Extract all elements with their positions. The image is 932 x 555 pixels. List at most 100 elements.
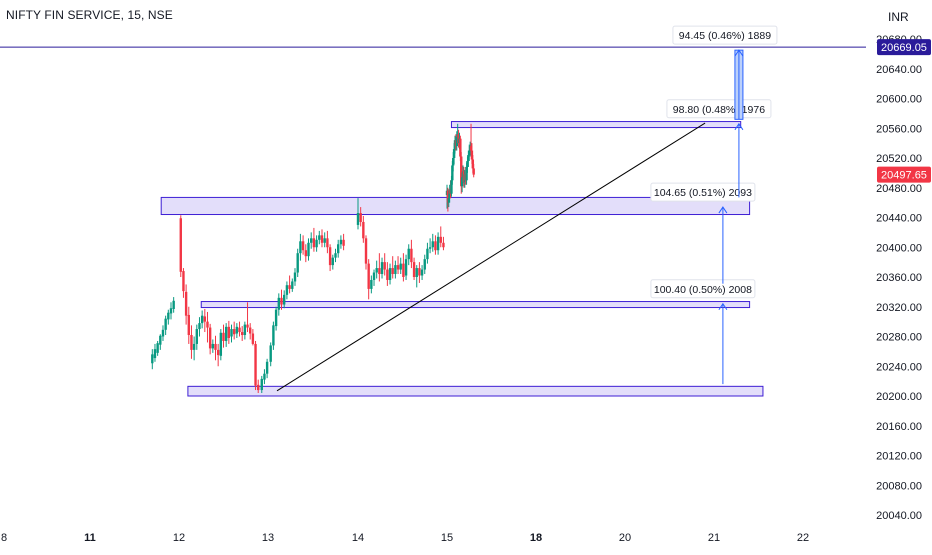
candle-body: [161, 329, 165, 337]
y-tick-label: 20280.00: [876, 332, 922, 344]
candle-body: [243, 324, 247, 336]
candle-body: [339, 239, 343, 245]
y-tick-label: 20160.00: [876, 421, 922, 433]
candle-body: [383, 262, 386, 270]
candle-body: [442, 242, 445, 248]
candle-body: [407, 248, 410, 260]
candle-body: [452, 149, 456, 158]
candle-body: [460, 156, 463, 187]
measure-label: 94.45 (0.46%) 1889: [679, 30, 771, 42]
candle-body: [230, 329, 233, 337]
x-tick-label: 22: [797, 532, 809, 544]
candle-body: [470, 150, 474, 160]
candle-body: [328, 247, 332, 266]
trendline: [276, 122, 706, 392]
candle-body: [195, 329, 198, 344]
candle-body: [274, 309, 278, 327]
candle-body: [315, 239, 318, 248]
candle-body: [296, 253, 299, 273]
candle-body: [323, 238, 326, 243]
y-tick-label: 20360.00: [876, 272, 922, 284]
last-price-badge: [877, 166, 931, 183]
candle-body: [310, 238, 313, 243]
candle-body: [169, 308, 173, 314]
candle-body: [164, 318, 167, 330]
candle-body: [423, 259, 426, 270]
candle-body: [428, 247, 432, 249]
candle-body: [222, 332, 225, 341]
candle-body: [187, 314, 190, 336]
candle-body: [372, 272, 376, 280]
candle-body: [216, 349, 220, 356]
candle-body: [362, 221, 365, 239]
candle-body: [235, 326, 239, 334]
candle-body: [367, 263, 370, 289]
x-tick-label: 18: [530, 532, 542, 544]
zone-bottom: [187, 385, 764, 397]
measurements-layer: 100.40 (0.50%) 2008 104.65 (0.51%) 2093 98…: [650, 25, 778, 385]
candle-body: [388, 268, 392, 280]
measure-label: 104.65 (0.51%) 2093: [654, 187, 752, 199]
candles-layer: [151, 123, 475, 394]
x-tick-label: 15: [441, 532, 453, 544]
candle-body: [326, 238, 329, 248]
candle-body: [375, 268, 378, 273]
measure-label-box: [650, 182, 756, 202]
y-tick-label: 20560.00: [876, 123, 922, 135]
candle-body: [420, 269, 424, 276]
candle-body: [468, 150, 471, 156]
candle-body: [299, 241, 302, 254]
candle-body: [249, 327, 252, 334]
candle-body: [246, 324, 249, 328]
price-axis-panel: [866, 0, 932, 550]
candle-body: [396, 265, 400, 270]
time-axis-panel: [0, 527, 866, 550]
candle-body: [224, 326, 228, 341]
candle-body: [469, 146, 473, 151]
measure-label: 98.80 (0.48%) 1976: [673, 104, 765, 116]
candle-body: [412, 262, 416, 277]
candle-body: [211, 343, 215, 349]
y-tick-label: 20520.00: [876, 153, 922, 165]
last-price-text: 20497.65: [881, 170, 927, 182]
candle-body: [436, 236, 440, 251]
candle-body: [399, 263, 402, 270]
y-tick-label: 20200.00: [876, 391, 922, 403]
zone-top-resistance: [450, 121, 742, 129]
measure-arrow-head: [734, 49, 744, 57]
x-tick-label: 12: [173, 532, 185, 544]
candle-body: [320, 235, 324, 243]
x-tick-label: 13: [262, 532, 274, 544]
candle-body: [251, 333, 255, 344]
x-tick-label: 14: [352, 532, 364, 544]
candle-body: [272, 325, 275, 346]
candle-body: [378, 268, 381, 275]
candle-body: [331, 257, 334, 266]
measure-arrow-head: [718, 302, 728, 311]
candle-body: [472, 168, 475, 175]
candle-body: [200, 315, 204, 324]
currency-label[interactable]: INR: [888, 10, 909, 24]
trendline-layer: [276, 122, 706, 392]
hline-price-text: 20669.05: [881, 42, 927, 54]
candle-body: [448, 189, 451, 199]
candle-body: [265, 361, 269, 374]
candle-body: [386, 269, 389, 280]
candle-body: [179, 218, 182, 272]
y-tick-label: 20080.00: [876, 480, 922, 492]
candle-body: [318, 235, 321, 240]
candle-body: [219, 332, 223, 356]
y-tick-label: 20400.00: [876, 242, 922, 254]
candle-body: [291, 281, 294, 289]
x-tick-label: 11: [84, 532, 96, 544]
candle-body: [404, 259, 408, 276]
candle-body: [359, 213, 362, 222]
candle-body: [334, 253, 337, 258]
x-tick-label: 21: [708, 532, 720, 544]
candle-body: [260, 378, 263, 391]
chart-title: NIFTY FIN SERVICE, 15, NSE: [6, 8, 173, 22]
y-tick-label: 20480.00: [876, 183, 922, 195]
candle-body: [434, 241, 437, 251]
